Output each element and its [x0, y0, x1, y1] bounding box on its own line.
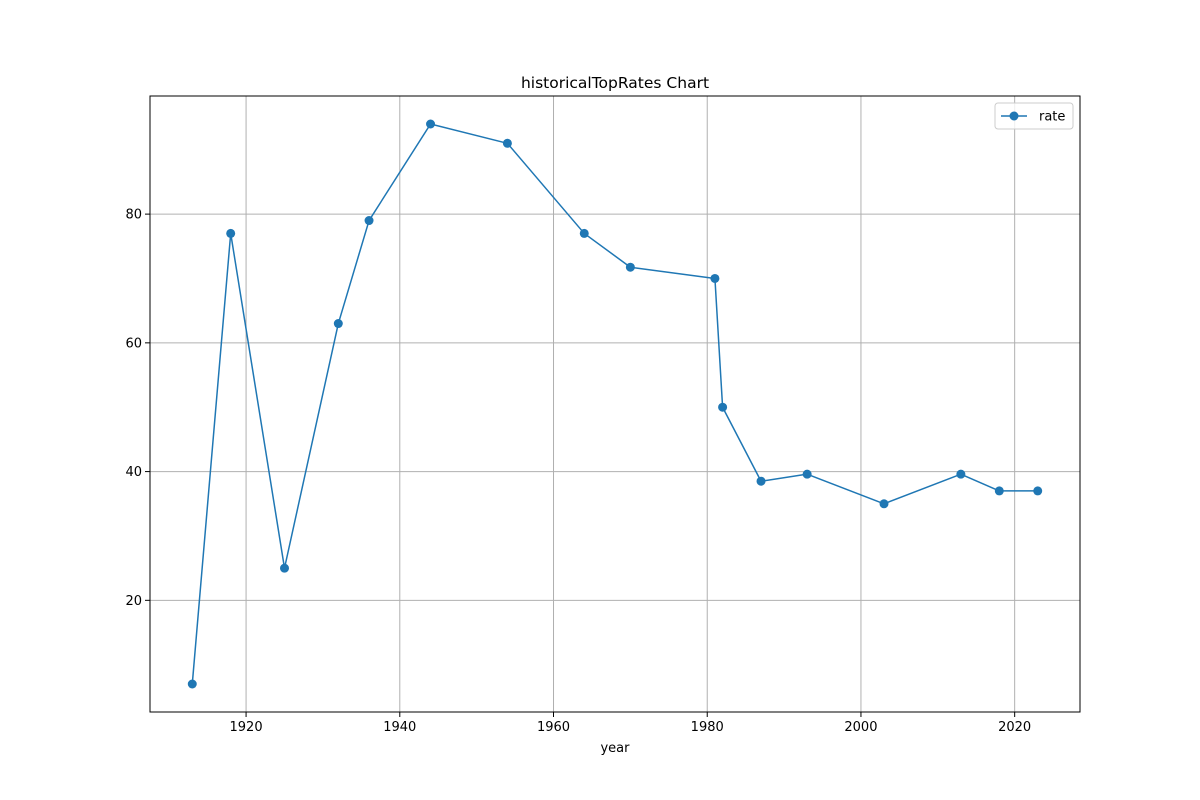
- data-point: [333, 319, 343, 329]
- data-point: [879, 499, 889, 509]
- legend: rate: [994, 102, 1074, 130]
- legend-box: [994, 102, 1074, 130]
- x-tick-label: 2020: [998, 720, 1031, 735]
- x-tick-label: 1980: [691, 720, 724, 735]
- plot-area: [150, 96, 1080, 712]
- series-group: [187, 119, 1043, 689]
- x-tick-label: 1940: [383, 720, 416, 735]
- data-point: [710, 273, 720, 283]
- data-point: [364, 216, 374, 226]
- x-tick-label: 1960: [537, 720, 570, 735]
- x-tick-label: 2000: [844, 720, 877, 735]
- x-axis-label: year: [600, 741, 630, 756]
- data-point: [187, 679, 197, 689]
- data-point: [579, 228, 589, 238]
- data-point: [756, 476, 766, 486]
- data-point: [802, 469, 812, 479]
- y-tick-label: 20: [125, 594, 142, 609]
- legend-entry-rate: rate: [1039, 110, 1065, 125]
- y-tick-label: 80: [125, 208, 142, 223]
- data-point: [625, 262, 635, 272]
- y-axis-ticks: 20 40 60 80: [125, 208, 150, 609]
- data-point: [280, 563, 290, 573]
- data-point: [502, 138, 512, 148]
- data-point: [226, 228, 236, 238]
- y-tick-label: 40: [125, 465, 142, 480]
- data-point: [718, 402, 728, 412]
- y-tick-label: 60: [125, 336, 142, 351]
- legend-marker-swatch: [1009, 111, 1019, 121]
- x-tick-label: 1920: [230, 720, 263, 735]
- data-point: [994, 486, 1004, 496]
- data-point: [426, 119, 436, 129]
- data-point: [956, 469, 966, 479]
- axes-frame: [149, 95, 1081, 713]
- data-point: [1033, 486, 1043, 496]
- chart-title: historicalTopRates Chart: [521, 74, 709, 92]
- x-axis-ticks: 1920 1940 1960 1980 2000 2020: [230, 712, 1031, 735]
